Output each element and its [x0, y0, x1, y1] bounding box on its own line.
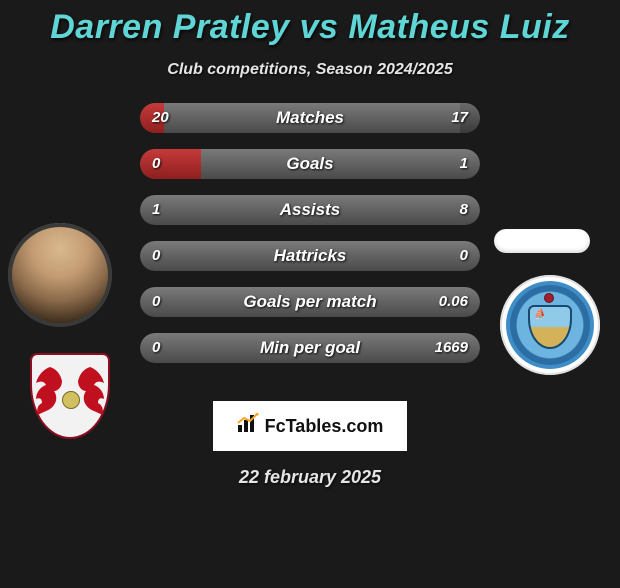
stat-bar-assists: 18Assists [140, 195, 480, 225]
stat-label: Hattricks [140, 241, 480, 271]
rose-icon [544, 293, 554, 303]
stat-label: Goals [140, 149, 480, 179]
stat-bars: 2017Matches 01Goals 18Assists 00Hattricks 00… [140, 103, 480, 379]
ship-icon: ⛵ [534, 309, 546, 320]
fctables-watermark: FcTables.com [213, 401, 407, 451]
football-icon [62, 391, 80, 409]
stat-bar-goals: 01Goals [140, 149, 480, 179]
fctables-label: FcTables.com [265, 416, 384, 437]
stat-label: Matches [140, 103, 480, 133]
right-club-crest: ⛵ [500, 275, 600, 375]
stat-bar-matches: 2017Matches [140, 103, 480, 133]
stat-label: Assists [140, 195, 480, 225]
comparison-area: ⛵ 2017Matches 01Goals 18Assists 00Hattricks… [0, 103, 620, 393]
chart-icon [237, 413, 259, 436]
stat-label: Goals per match [140, 287, 480, 317]
stat-bar-hattricks: 00Hattricks [140, 241, 480, 271]
page-title: Darren Pratley vs Matheus Luiz [0, 8, 620, 47]
left-player-photo [8, 223, 112, 327]
right-player-photo [494, 229, 590, 253]
subtitle: Club competitions, Season 2024/2025 [0, 61, 620, 79]
stat-bar-min-per-goal: 01669Min per goal [140, 333, 480, 363]
stat-bar-goals-per-match: 00.06Goals per match [140, 287, 480, 317]
date-label: 22 february 2025 [0, 467, 620, 488]
stat-label: Min per goal [140, 333, 480, 363]
left-club-crest [20, 353, 120, 443]
